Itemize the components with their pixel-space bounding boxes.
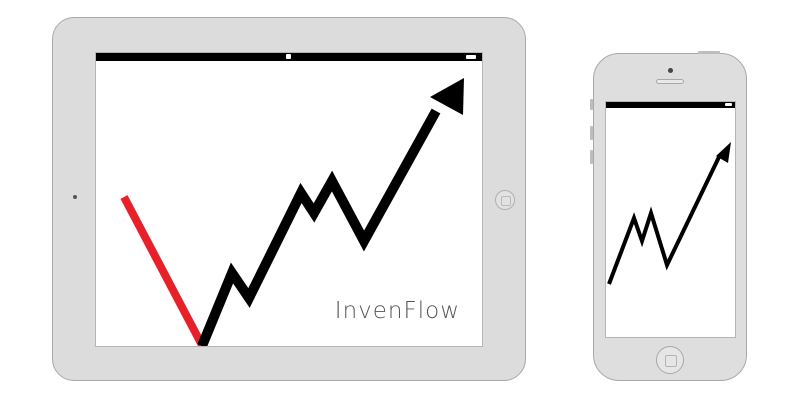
phone-home-button[interactable] <box>656 346 684 374</box>
tablet-camera <box>73 195 77 199</box>
tablet-device: InvenFlow <box>52 17 526 381</box>
brand-logo-text: InvenFlow <box>334 298 460 324</box>
phone-growth-arrowhead <box>716 142 731 163</box>
battery-icon <box>466 55 476 59</box>
phone-power-button <box>698 51 720 54</box>
phone-device <box>590 51 747 381</box>
phone-growth-line <box>607 156 721 285</box>
phone-volume-down <box>590 150 593 164</box>
phone-camera <box>668 68 673 73</box>
tablet-home-button[interactable] <box>495 190 515 210</box>
growth-arrowhead <box>430 78 464 115</box>
phone-volume-up <box>590 126 593 140</box>
tablet-screen: InvenFlow <box>95 52 483 347</box>
phone-status-bar <box>606 102 735 108</box>
phone-speaker <box>656 79 684 84</box>
growth-line <box>197 108 441 346</box>
phone-growth-arrow-graphic <box>607 142 731 285</box>
battery-icon <box>725 103 732 106</box>
decline-line <box>120 195 207 346</box>
growth-arrow-graphic <box>120 78 464 346</box>
phone-screen <box>605 101 736 338</box>
lock-icon <box>286 54 291 59</box>
phone-mute-switch <box>590 99 593 110</box>
tablet-status-bar <box>96 53 482 61</box>
